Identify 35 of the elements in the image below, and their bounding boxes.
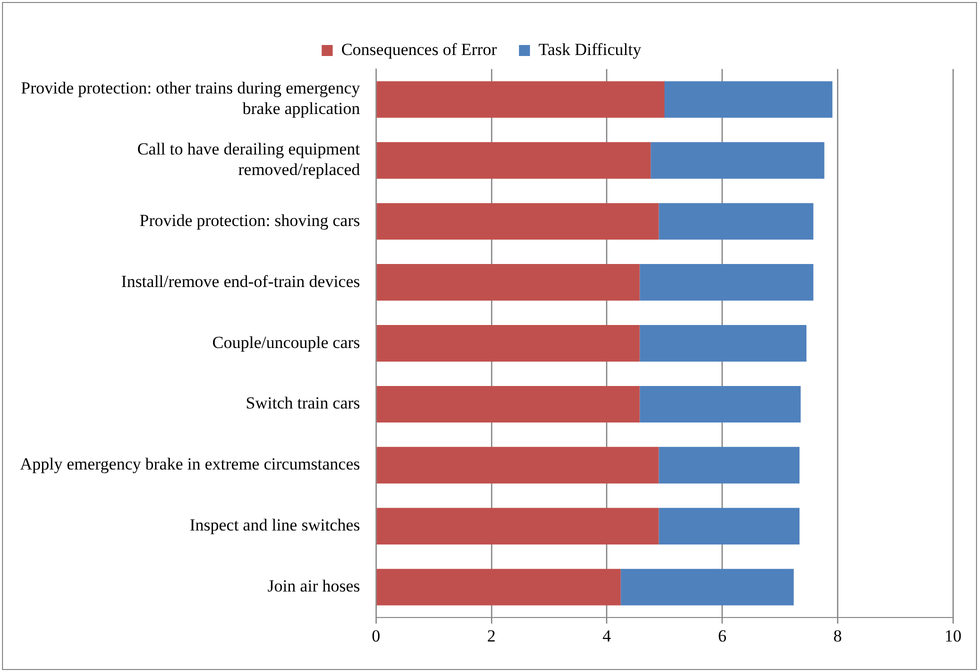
bar [620, 568, 794, 606]
y-tick-label: Call to have derailing equipment removed/replaced [137, 140, 361, 180]
bar [376, 325, 640, 362]
y-tick-label: Couple/uncouple cars [212, 332, 360, 352]
bar [658, 446, 800, 484]
bar [376, 203, 659, 240]
bar [640, 325, 806, 362]
y-tick-label: Apply emergency brake in extreme circumstances [20, 454, 360, 474]
bar [376, 142, 651, 179]
x-tick-label: 0 [372, 626, 380, 646]
x-tick-label: 4 [602, 626, 612, 646]
x-tick-label: 6 [718, 626, 726, 646]
bar [658, 203, 814, 240]
y-tick-label: Provide protection: other trains during emergency brake application [20, 78, 361, 118]
x-tick-label: 10 [944, 626, 962, 646]
bar [376, 81, 665, 118]
bar [376, 264, 640, 301]
x-tick-label: 8 [833, 626, 842, 646]
bar [376, 386, 640, 423]
bar [658, 508, 800, 544]
y-tick-label: Provide protection: shoving cars [140, 210, 360, 230]
legend-label: Consequences of Error [341, 40, 498, 59]
x-tick-label: 2 [487, 626, 496, 646]
bar [640, 264, 814, 301]
bar [376, 508, 659, 544]
bar [376, 568, 621, 606]
y-tick-label: Join air hoses [267, 576, 360, 596]
legend-label: Task Difficulty [538, 40, 642, 59]
bar [640, 386, 801, 423]
bar [376, 446, 659, 484]
bar [650, 142, 824, 179]
bar [664, 81, 832, 118]
y-tick-label: Inspect and line switches [190, 516, 360, 535]
y-tick-label: Install/remove end-of-train devices [121, 272, 360, 291]
y-tick-label: Switch train cars [246, 394, 360, 413]
